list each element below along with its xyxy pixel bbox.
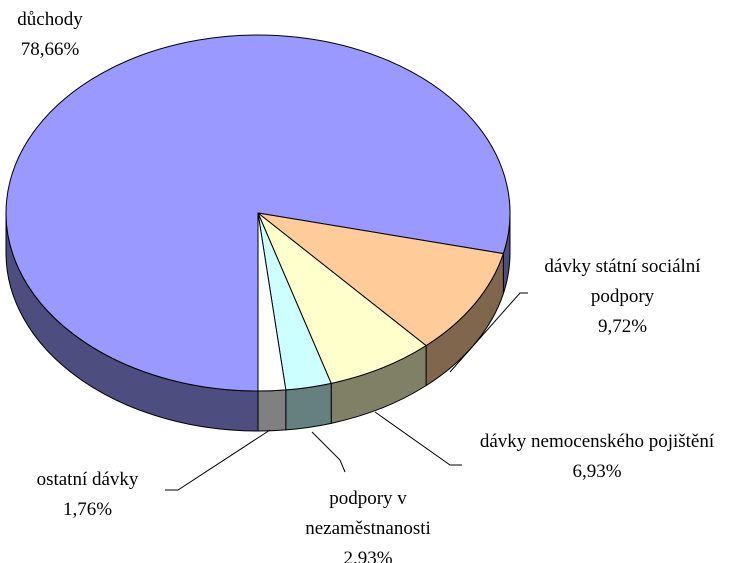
value-label: 78,66% [20, 39, 80, 60]
category-name: důchody [17, 9, 83, 30]
value-label: 9,72% [597, 316, 648, 337]
category-name: dávky nemocenského pojištění [479, 431, 715, 452]
leader-line [311, 431, 346, 473]
slice-label: dávky státní sociální podpory 9,72% [520, 252, 725, 342]
slice-label: podpory v nezaměstnanosti 2,93% [268, 484, 468, 563]
leader-line [165, 429, 271, 491]
pie-side [285, 382, 332, 431]
pie-slice [257, 212, 427, 384]
value-label: 2,93% [343, 548, 393, 563]
leader-line [374, 411, 462, 466]
pie-slice [257, 212, 505, 347]
pie-slice [257, 212, 287, 392]
value-label: 1,76% [62, 499, 113, 520]
slice-label: důchody 78,66% [0, 5, 100, 65]
category-name: dávky státní sociální podpory [544, 256, 701, 307]
category-name: podpory v nezaměstnanosti [305, 488, 431, 539]
slice-label: dávky nemocenského pojištění 6,93% [462, 427, 732, 487]
leader-line [449, 292, 528, 373]
value-label: 6,93% [572, 461, 622, 482]
category-name: ostatní dávky [36, 469, 139, 490]
pie-side [257, 389, 287, 432]
slice-label: ostatní dávky 1,76% [0, 465, 175, 525]
